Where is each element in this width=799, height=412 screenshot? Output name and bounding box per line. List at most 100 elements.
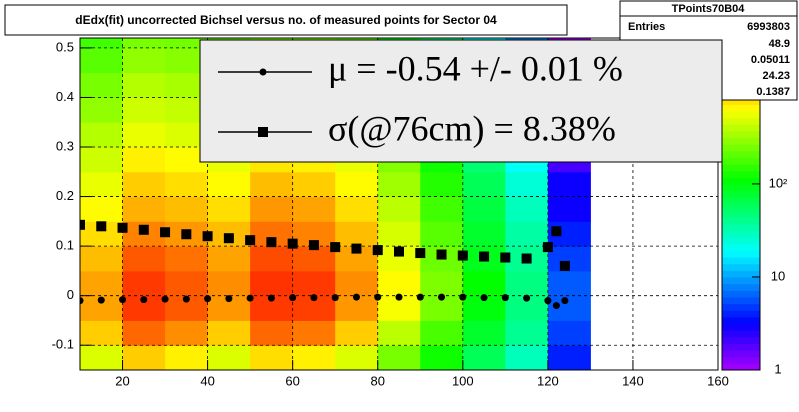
heat-cell (122, 345, 166, 370)
colorbar-segment (722, 230, 760, 238)
y-tick-label: -0.1 (52, 337, 74, 352)
heat-cell (420, 320, 464, 346)
stats-title: TPoints70B04 (672, 3, 746, 15)
colorbar-segment (722, 97, 760, 105)
z-tick-label: 10 (771, 268, 785, 283)
heat-cell (292, 320, 336, 346)
legend: μ = -0.54 +/- 0.01 % σ(@76cm) = 8.38% (199, 39, 723, 163)
axes: 20 40 60 80 100 120 140 160 -0.1 0 0.1 0.2 0.3 0.4 0.5 (52, 39, 729, 388)
x-tick-label: 60 (285, 373, 299, 388)
heat-cell (80, 47, 124, 74)
colorbar-segment (722, 323, 760, 331)
colorbar-segment (722, 243, 760, 251)
y-tick-label: 0.1 (56, 238, 74, 253)
colorbar-segment (722, 257, 760, 265)
colorbar-segment (722, 296, 760, 305)
z-tick-label: 1 (774, 361, 781, 376)
profile-marker (331, 294, 339, 302)
profile-marker (225, 295, 233, 303)
heat-cell (335, 196, 379, 222)
profile-marker (267, 294, 275, 302)
heat-cell (250, 171, 294, 198)
heat-cell (505, 270, 549, 297)
profile-marker (438, 293, 446, 301)
colorbar-segment (722, 157, 760, 165)
heat-cell (335, 345, 379, 370)
profile-marker (266, 237, 277, 248)
profiles (80, 219, 570, 310)
x-tick-label: 20 (115, 373, 129, 388)
stats-value: 48.9 (769, 38, 790, 50)
colorbar-segment (722, 210, 760, 218)
heat-cell (207, 196, 251, 222)
heat-cell (292, 270, 336, 297)
heat-cell (165, 270, 209, 297)
colorbar-segment (722, 197, 760, 205)
profile-marker (161, 295, 169, 303)
heat-cell (80, 345, 124, 370)
profile-marker (544, 297, 552, 305)
profile-marker (415, 248, 426, 259)
profile-marker (501, 294, 509, 302)
heat-cell (122, 270, 166, 297)
colorbar-segment (722, 290, 760, 298)
heat-cell (80, 270, 124, 297)
heat-cell (207, 345, 251, 370)
heat-cell (165, 320, 209, 346)
heat-cell (122, 122, 166, 148)
heat-cell (80, 246, 124, 272)
x-tick-label: 140 (622, 373, 644, 388)
heat-cell (122, 38, 166, 49)
heat-cell (165, 171, 209, 198)
heat-cell (122, 72, 166, 98)
title-box (4, 4, 568, 36)
heat-cell (505, 320, 549, 346)
colorbar-segment (722, 350, 760, 358)
x-tick-label: 40 (200, 373, 214, 388)
profile-marker (395, 293, 403, 301)
heat-cell (335, 221, 379, 247)
profile-marker (97, 296, 105, 304)
heat-cell (547, 270, 591, 297)
colorbar-segment (722, 277, 760, 285)
heat-cell (207, 171, 251, 198)
profile-marker (287, 238, 298, 249)
profile-marker (372, 245, 383, 256)
profile-marker (561, 297, 569, 305)
colorbar-segment (722, 237, 760, 245)
profile-marker (181, 229, 192, 240)
heat-cell (292, 196, 336, 222)
heat-cell (122, 320, 166, 346)
heat-cell (420, 345, 464, 370)
colorbar-segment (722, 270, 760, 278)
stats-label: Entries (628, 21, 665, 33)
heat-cell (462, 270, 506, 297)
profile-marker (245, 235, 256, 246)
profile-marker (330, 242, 341, 253)
colorbar-segment (722, 250, 760, 258)
profile-marker (374, 293, 382, 301)
colorbar-segment (722, 104, 760, 112)
profile-marker (223, 233, 234, 244)
colorbar-segment (722, 336, 760, 344)
heat-cell (462, 320, 506, 346)
colorbar-segment (722, 144, 760, 152)
heat-cell (377, 270, 421, 297)
heat-cell (505, 171, 549, 198)
heat-cell (420, 270, 464, 297)
colorbar-segment (722, 263, 760, 271)
stats-value: 6993803 (747, 21, 790, 33)
legend-marker (258, 127, 268, 137)
y-tick-label: 0.4 (56, 89, 74, 104)
heat-cell (377, 221, 421, 247)
heat-cell (292, 246, 336, 272)
colorbar-segment (722, 164, 760, 172)
heat-cell (122, 47, 166, 74)
profile-marker (204, 295, 212, 303)
z-tick-label: 10² (769, 175, 788, 190)
profile-marker (457, 250, 468, 261)
heat-cell (207, 246, 251, 272)
colorbar-segment (722, 363, 760, 371)
heat-cell (420, 221, 464, 247)
